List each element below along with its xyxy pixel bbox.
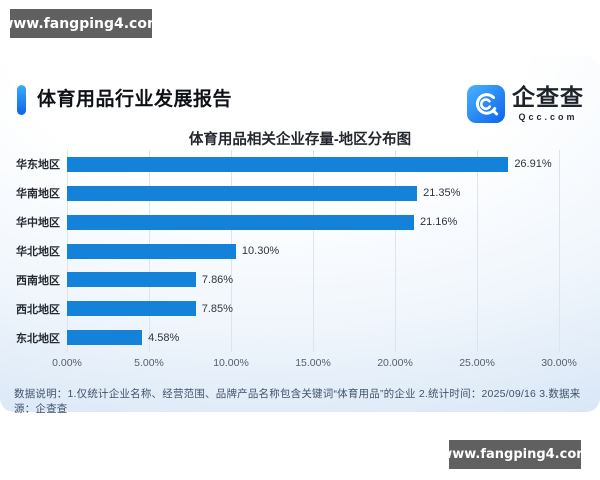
bar xyxy=(67,330,143,346)
bar xyxy=(67,214,415,230)
value-label: 21.35% xyxy=(423,187,461,200)
value-label: 7.85% xyxy=(201,302,233,315)
category-label: 华南地区 xyxy=(16,188,60,201)
bar-track: 21.35% xyxy=(67,179,559,208)
qcc-brand-text: 企查查 Qcc.com xyxy=(512,84,584,129)
value-label: 26.91% xyxy=(514,158,552,171)
x-tick-label: 5.00% xyxy=(134,357,164,369)
bar-track: 21.16% xyxy=(67,208,559,237)
bar-row: 东北地区 4.58% xyxy=(0,323,559,352)
watermark-bottom-right: www.fangping4.com xyxy=(440,440,590,469)
value-label: 7.86% xyxy=(201,273,234,286)
watermark-top-left: www.fangping4.com xyxy=(0,9,162,38)
bar xyxy=(67,301,196,317)
x-tick-label: 15.00% xyxy=(295,357,331,369)
title-accent-bar xyxy=(17,85,26,115)
x-tick-label: 10.00% xyxy=(213,357,249,369)
gridline xyxy=(559,150,560,352)
category-label: 东北地区 xyxy=(16,332,60,345)
x-tick-label: 30.00% xyxy=(541,357,577,369)
data-source-note: 数据说明：1.仅统计企业名称、经营范围、品牌产品名称包含关键词“体育用品”的企业… xyxy=(14,388,581,415)
category-label: 华中地区 xyxy=(16,217,60,230)
qcc-brand-name: 企查查 xyxy=(512,84,584,110)
bar-row: 华南地区 21.35% xyxy=(0,179,559,208)
chart-title: 体育用品相关企业存量-地区分布图 xyxy=(188,132,412,148)
category-label: 华东地区 xyxy=(16,159,60,172)
value-label: 4.58% xyxy=(148,331,180,344)
bar xyxy=(67,243,236,259)
value-label: 21.16% xyxy=(420,216,458,229)
gridline xyxy=(395,150,396,352)
bar-track: 7.85% xyxy=(67,294,559,323)
qcc-magnifier-icon xyxy=(466,84,506,129)
report-panel: 体育用品行业发展报告 企查查 Qcc.com 体育用品相关企业存量-地区分布图 xyxy=(0,56,600,415)
bar-track: 10.30% xyxy=(67,237,559,266)
bar-row: 华中地区 21.16% xyxy=(0,208,559,237)
qcc-brand-domain: Qcc.com xyxy=(518,112,578,122)
bar xyxy=(67,272,196,288)
category-label: 西北地区 xyxy=(16,303,60,316)
bar-track: 4.58% xyxy=(67,323,559,352)
watermark-text: www.fangping4.com xyxy=(440,447,590,462)
bar-track: 7.86% xyxy=(67,265,559,294)
gridline xyxy=(313,150,314,352)
gridline xyxy=(477,150,478,352)
report-title: 体育用品行业发展报告 xyxy=(37,89,233,110)
bar-row: 西南地区 7.86% xyxy=(0,265,559,294)
bar-track: 26.91% xyxy=(67,150,559,179)
x-axis: 0.00% 5.00% 10.00% 15.00% 20.00% 25.00% 30.00% xyxy=(52,357,577,371)
bar-row: 西北地区 7.85% xyxy=(0,294,559,323)
value-label: 10.30% xyxy=(241,245,280,257)
qcc-brand-logo: 企查查 Qcc.com xyxy=(466,84,584,129)
category-label: 华北地区 xyxy=(16,246,60,258)
bar xyxy=(67,156,509,172)
bar-row: 华北地区 10.30% xyxy=(0,237,559,266)
x-tick-label: 0.00% xyxy=(52,357,82,369)
bar xyxy=(67,185,418,201)
watermark-text: www.fangping4.com xyxy=(0,15,162,32)
x-tick-label: 20.00% xyxy=(377,357,413,369)
category-label: 西南地区 xyxy=(16,274,60,287)
bar-rows: 华东地区 26.91% 华南地区 21.35% 华中地区 21.16% 华北地区 10.30%… xyxy=(0,150,559,352)
x-tick-label: 25.00% xyxy=(459,357,495,369)
bar-row: 华东地区 26.91% xyxy=(0,150,559,179)
